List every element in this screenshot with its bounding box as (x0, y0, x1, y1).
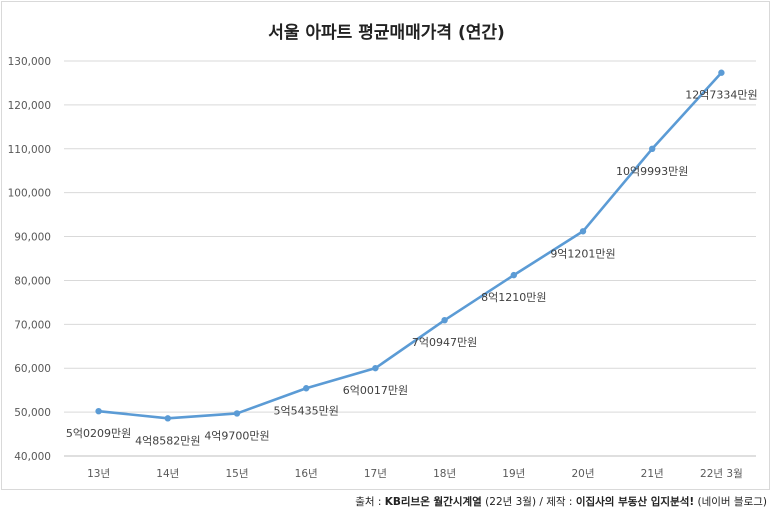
line-chart: 40,000 50,000 60,000 70,000 80,000 90,000 100,… (8, 56, 758, 480)
source-prefix: 출처 : (355, 496, 385, 508)
y-tick-label: 60,000 (14, 363, 51, 375)
data-label: 4억9700만원 (204, 429, 269, 442)
y-tick-label: 110,000 (8, 144, 51, 156)
source-detail: (22년 3월) / 제작 : (481, 496, 576, 508)
maker-detail: (네이버 블로그) (694, 496, 768, 508)
x-axis-tick-labels: 13년 14년 15년 16년 17년 18년 19년 20년 21년 22년 3월 (87, 468, 743, 480)
y-tick-label: 50,000 (14, 407, 51, 419)
data-point (649, 145, 656, 153)
y-tick-label: 120,000 (8, 100, 51, 112)
data-label: 6억0017만원 (343, 384, 408, 397)
y-tick-label: 80,000 (14, 275, 51, 287)
data-label: 10억9993만원 (616, 165, 688, 178)
chart-title: 서울 아파트 평균매매가격 (연간) (268, 23, 505, 43)
y-tick-label: 90,000 (14, 232, 51, 244)
data-label: 9억1201만원 (550, 247, 615, 260)
data-point (441, 316, 448, 324)
data-labels: 5억0209만원 4억8582만원 4억9700만원 5억5435만원 6억0017만원… (66, 89, 758, 448)
x-tick-label: 18년 (433, 468, 456, 480)
x-tick-label: 17년 (364, 468, 387, 480)
data-label: 5억5435만원 (274, 404, 339, 417)
data-label: 4억8582만원 (135, 434, 200, 447)
source-name: KB리브온 월간시계열 (384, 496, 482, 508)
x-tick-label: 20년 (571, 468, 594, 480)
y-tick-label: 100,000 (8, 188, 51, 200)
data-point (510, 271, 517, 279)
x-tick-label: 22년 3월 (700, 468, 743, 480)
data-point (303, 385, 310, 392)
gridlines (64, 60, 756, 457)
data-point (579, 228, 587, 235)
x-tick-label: 13년 (87, 468, 110, 480)
data-label: 12억7334만원 (685, 89, 757, 102)
x-tick-label: 16년 (295, 468, 318, 480)
x-tick-label: 15년 (225, 468, 248, 480)
maker-name: 이집사의 부동산 입지분석! (575, 496, 695, 508)
data-label: 7억0947만원 (412, 336, 477, 349)
data-label: 5억0209만원 (66, 427, 131, 440)
source-credit: 출처 : KB리브온 월간시계열 (22년 3월) / 제작 : 이집사의 부동… (355, 494, 767, 509)
series-line-path (97, 71, 723, 420)
data-point (164, 415, 171, 422)
data-point (372, 364, 379, 372)
y-tick-label: 70,000 (14, 319, 51, 331)
data-points (95, 69, 725, 422)
data-point (95, 407, 102, 415)
x-tick-label: 21년 (641, 468, 664, 480)
y-tick-label: 130,000 (8, 56, 51, 68)
data-point (718, 69, 725, 76)
data-label: 8억1210만원 (481, 291, 546, 304)
data-point (233, 410, 241, 417)
x-tick-label: 19년 (502, 468, 525, 480)
series-line (97, 71, 723, 420)
y-tick-label: 40,000 (14, 451, 51, 463)
x-tick-label: 14년 (156, 468, 179, 480)
y-axis-tick-labels: 40,000 50,000 60,000 70,000 80,000 90,000 100,… (8, 56, 51, 463)
chart-frame (1, 1, 770, 490)
